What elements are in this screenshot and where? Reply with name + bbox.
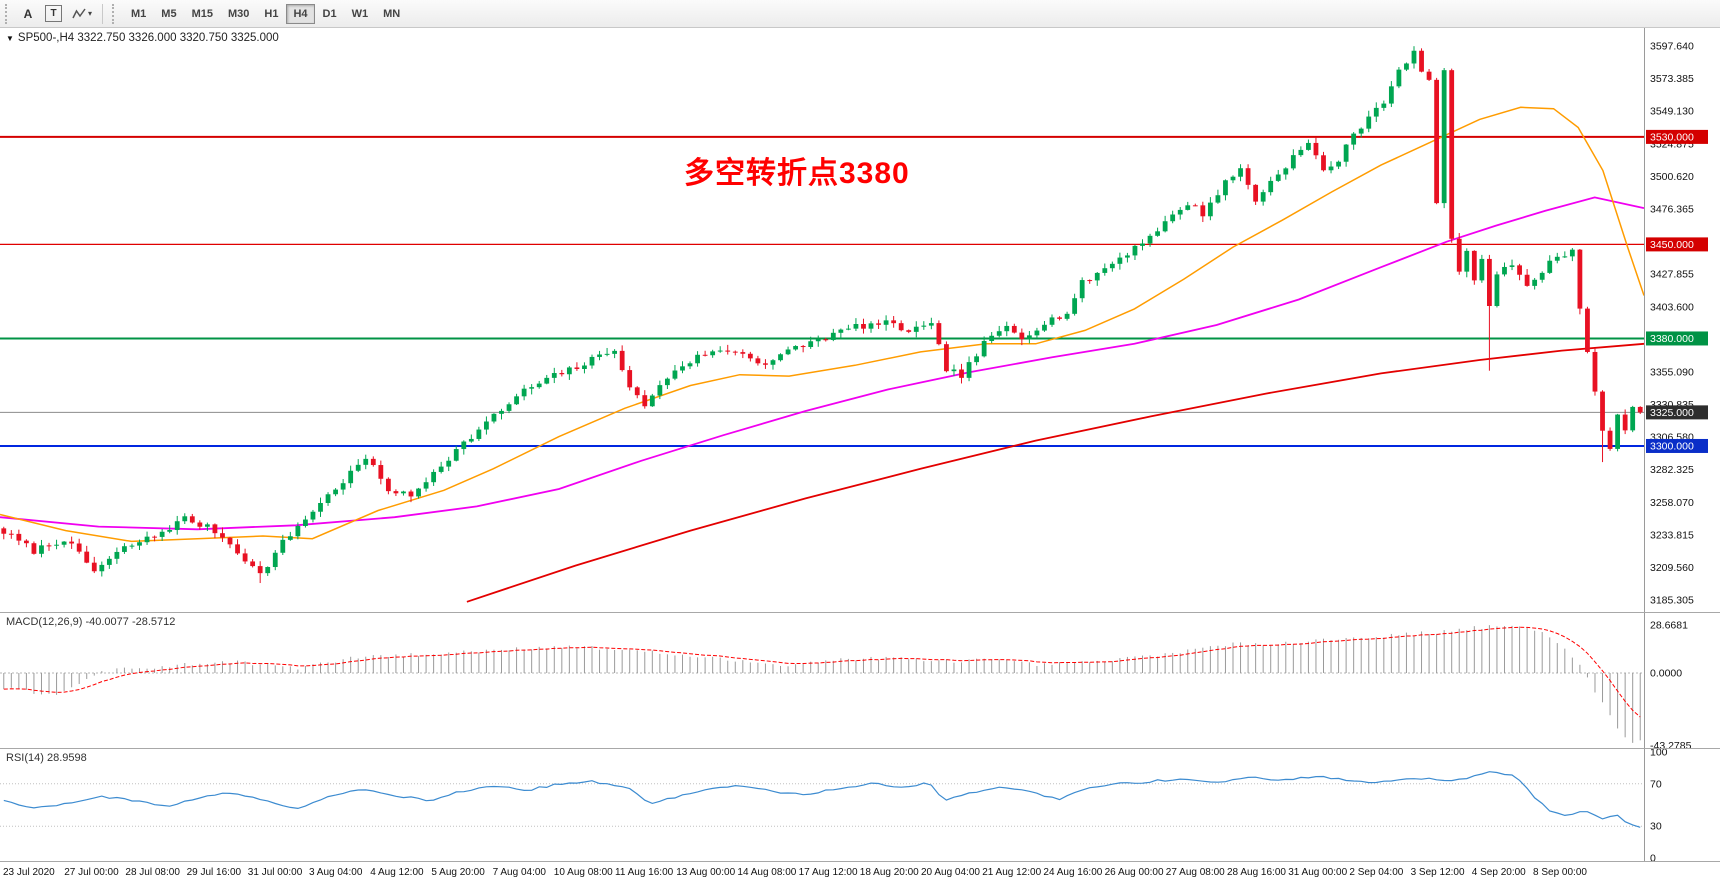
svg-text:0: 0 — [1650, 853, 1656, 865]
svg-text:0.0000: 0.0000 — [1650, 668, 1682, 680]
toolbar-grip-2[interactable] — [112, 3, 119, 24]
chart-annotation: 多空转折点3380 — [684, 157, 910, 190]
rsi-indicator-label: RSI(14) 28.9598 — [6, 752, 87, 764]
svg-text:30: 30 — [1650, 821, 1662, 833]
svg-text:3 Sep 12:00: 3 Sep 12:00 — [1411, 867, 1465, 878]
svg-text:4 Aug 12:00: 4 Aug 12:00 — [370, 867, 424, 878]
svg-text:100: 100 — [1650, 747, 1668, 759]
timeframe-button-m30[interactable]: M30 — [221, 4, 256, 24]
svg-text:3325.000: 3325.000 — [1650, 407, 1694, 419]
top-toolbar: A T ▾ M1 M5 M15 M30 H1 H4 D1 W1 MN — [0, 0, 1720, 28]
svg-text:3500.620: 3500.620 — [1650, 171, 1694, 183]
text-tool-icon: T — [45, 5, 62, 22]
svg-text:70: 70 — [1650, 778, 1662, 790]
symbol-menu-icon[interactable]: ▼ — [6, 34, 14, 43]
svg-text:3233.815: 3233.815 — [1650, 529, 1694, 541]
svg-text:10 Aug 08:00: 10 Aug 08:00 — [554, 867, 613, 878]
timeframe-button-d1[interactable]: D1 — [316, 4, 344, 24]
svg-text:21 Aug 12:00: 21 Aug 12:00 — [982, 867, 1041, 878]
svg-text:3282.325: 3282.325 — [1650, 464, 1694, 476]
svg-text:18 Aug 20:00: 18 Aug 20:00 — [860, 867, 919, 878]
svg-text:3355.090: 3355.090 — [1650, 366, 1694, 378]
timeframe-button-h4[interactable]: H4 — [286, 3, 315, 24]
shapes-tool-button[interactable]: ▾ — [68, 3, 96, 25]
svg-text:26 Aug 00:00: 26 Aug 00:00 — [1105, 867, 1164, 878]
svg-text:5 Aug 20:00: 5 Aug 20:00 — [431, 867, 485, 878]
svg-text:8 Sep 00:00: 8 Sep 00:00 — [1533, 867, 1587, 878]
timeframe-toolbar: M1 M5 M15 M30 H1 H4 D1 W1 MN — [124, 3, 407, 24]
svg-text:20 Aug 04:00: 20 Aug 04:00 — [921, 867, 980, 878]
svg-text:29 Jul 16:00: 29 Jul 16:00 — [187, 867, 242, 878]
svg-text:3530.000: 3530.000 — [1650, 131, 1694, 143]
svg-text:2 Sep 04:00: 2 Sep 04:00 — [1349, 867, 1403, 878]
svg-text:14 Aug 08:00: 14 Aug 08:00 — [737, 867, 796, 878]
symbol-ohlc-text: SP500-,H4 3322.750 3326.000 3320.750 332… — [17, 32, 279, 44]
svg-text:3185.305: 3185.305 — [1650, 595, 1694, 607]
svg-text:3403.600: 3403.600 — [1650, 301, 1694, 313]
svg-text:28 Jul 08:00: 28 Jul 08:00 — [125, 867, 180, 878]
svg-text:4 Sep 20:00: 4 Sep 20:00 — [1472, 867, 1526, 878]
timeframe-button-mn[interactable]: MN — [376, 4, 407, 24]
svg-text:3209.560: 3209.560 — [1650, 562, 1694, 574]
svg-text:3300.000: 3300.000 — [1650, 440, 1694, 452]
svg-text:13 Aug 00:00: 13 Aug 00:00 — [676, 867, 735, 878]
chevron-down-icon: ▾ — [88, 9, 93, 18]
svg-text:3450.000: 3450.000 — [1650, 239, 1694, 251]
chart-symbol-title[interactable]: ▼ SP500-,H4 3322.750 3326.000 3320.750 33… — [6, 32, 279, 44]
svg-text:3476.365: 3476.365 — [1650, 203, 1694, 215]
timeframe-button-m5[interactable]: M5 — [154, 4, 183, 24]
svg-text:3597.640: 3597.640 — [1650, 41, 1694, 53]
svg-text:24 Aug 16:00: 24 Aug 16:00 — [1043, 867, 1102, 878]
toolbar-grip[interactable] — [5, 3, 12, 24]
svg-text:17 Aug 12:00: 17 Aug 12:00 — [799, 867, 858, 878]
timeframe-button-m15[interactable]: M15 — [185, 4, 220, 24]
svg-text:3380.000: 3380.000 — [1650, 333, 1694, 345]
text-tool-button[interactable]: T — [41, 3, 66, 25]
svg-text:3427.855: 3427.855 — [1650, 269, 1694, 281]
svg-text:3 Aug 04:00: 3 Aug 04:00 — [309, 867, 363, 878]
svg-text:28.6681: 28.6681 — [1650, 620, 1688, 632]
svg-text:27 Aug 08:00: 27 Aug 08:00 — [1166, 867, 1225, 878]
svg-text:23 Jul 2020: 23 Jul 2020 — [3, 867, 55, 878]
svg-text:11 Aug 16:00: 11 Aug 16:00 — [615, 867, 674, 878]
toolbar-separator — [102, 3, 104, 24]
svg-text:7 Aug 04:00: 7 Aug 04:00 — [493, 867, 547, 878]
svg-text:31 Jul 00:00: 31 Jul 00:00 — [248, 867, 303, 878]
zigzag-icon — [72, 8, 86, 18]
svg-text:3549.130: 3549.130 — [1650, 106, 1694, 118]
annotation-tool-button[interactable]: A — [17, 3, 39, 25]
svg-text:3573.385: 3573.385 — [1650, 73, 1694, 85]
timeframe-button-w1[interactable]: W1 — [345, 4, 376, 24]
timeframe-button-m1[interactable]: M1 — [124, 4, 153, 24]
svg-text:31 Aug 00:00: 31 Aug 00:00 — [1288, 867, 1347, 878]
svg-text:3258.070: 3258.070 — [1650, 497, 1694, 509]
macd-indicator-label: MACD(12,26,9) -40.0077 -28.5712 — [6, 616, 176, 628]
timeframe-button-h1[interactable]: H1 — [257, 4, 285, 24]
svg-text:27 Jul 00:00: 27 Jul 00:00 — [64, 867, 119, 878]
svg-text:28 Aug 16:00: 28 Aug 16:00 — [1227, 867, 1286, 878]
